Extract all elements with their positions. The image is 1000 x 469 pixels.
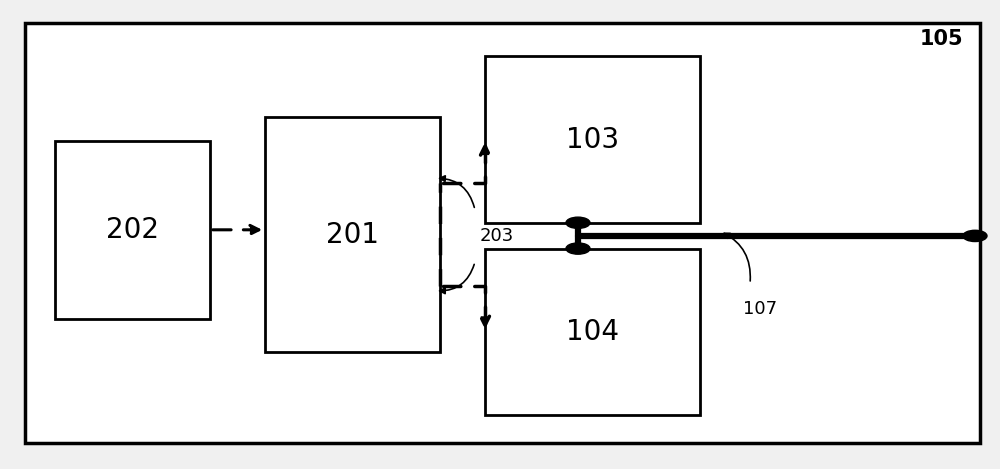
- Bar: [25, 23, 980, 443]
- Text: 103: 103: [566, 126, 619, 153]
- Bar: [485, 249, 700, 415]
- Bar: [485, 56, 700, 223]
- Circle shape: [963, 230, 987, 242]
- Text: 202: 202: [106, 216, 159, 244]
- Text: 105: 105: [919, 29, 963, 49]
- Text: 201: 201: [326, 220, 379, 249]
- Circle shape: [566, 243, 590, 254]
- Text: 203: 203: [480, 227, 514, 245]
- Bar: [265, 117, 440, 352]
- Bar: [55, 141, 210, 319]
- Text: 107: 107: [743, 300, 777, 318]
- Circle shape: [566, 217, 590, 228]
- Text: 104: 104: [566, 318, 619, 346]
